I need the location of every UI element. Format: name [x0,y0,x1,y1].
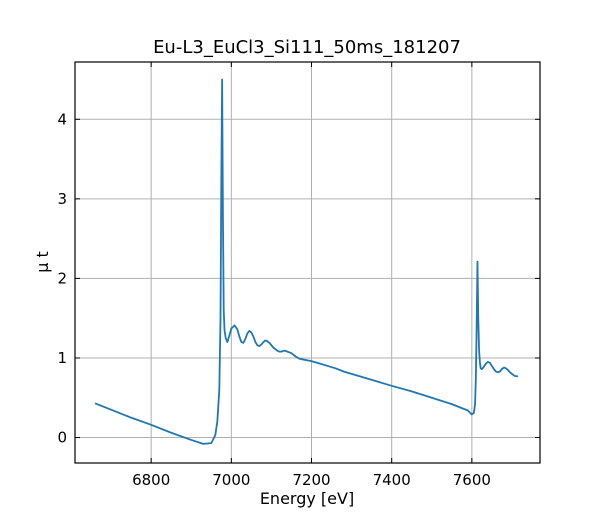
series-layer [94,78,518,445]
y-tick-label: 2 [57,269,67,287]
ticks: 6800 7000 7200 7400 7600 0 1 2 3 4 [57,62,540,489]
series-line [94,78,518,445]
y-axis-label: μ t [33,251,52,273]
x-axis-label: Energy [eV] [260,489,354,508]
y-tick-label: 3 [57,190,67,208]
x-tick-label: 7200 [292,471,330,489]
x-tick-label: 7000 [212,471,250,489]
y-tick-label: 1 [57,349,67,367]
y-tick-label: 0 [57,429,67,447]
x-tick-label: 7600 [453,471,491,489]
x-tick-label: 7400 [373,471,411,489]
y-tick-label: 4 [57,110,67,128]
plot-frame [74,61,541,464]
chart-title: Eu-L3_EuCl3_Si111_50ms_181207 [153,37,461,58]
grid [75,62,540,463]
x-tick-label: 6800 [132,471,170,489]
